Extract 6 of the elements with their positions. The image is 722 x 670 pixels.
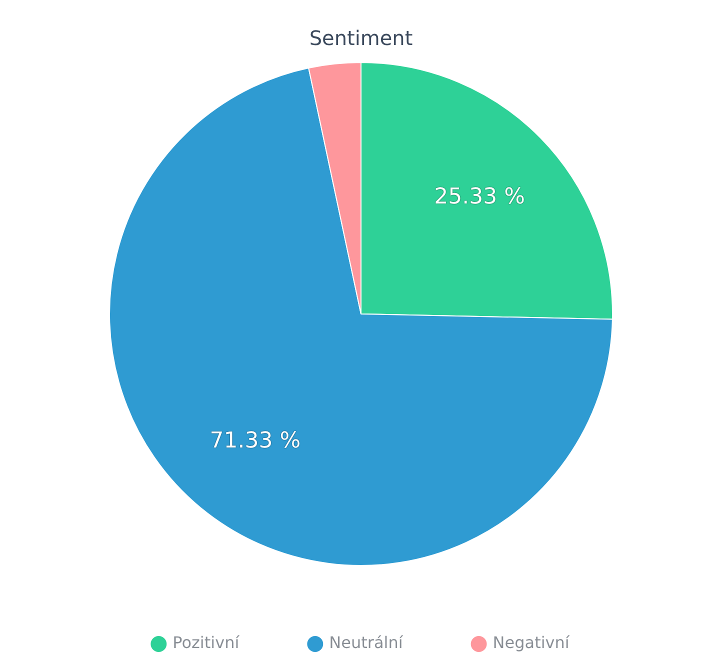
chart-title: Sentiment [309,26,413,50]
legend-label: Pozitivní [172,633,240,652]
legend-label: Negativní [492,633,570,652]
data-label: 25.33 % [434,184,526,210]
legend-label: Neutrální [329,633,404,652]
data-label: 71.33 % [210,428,301,454]
